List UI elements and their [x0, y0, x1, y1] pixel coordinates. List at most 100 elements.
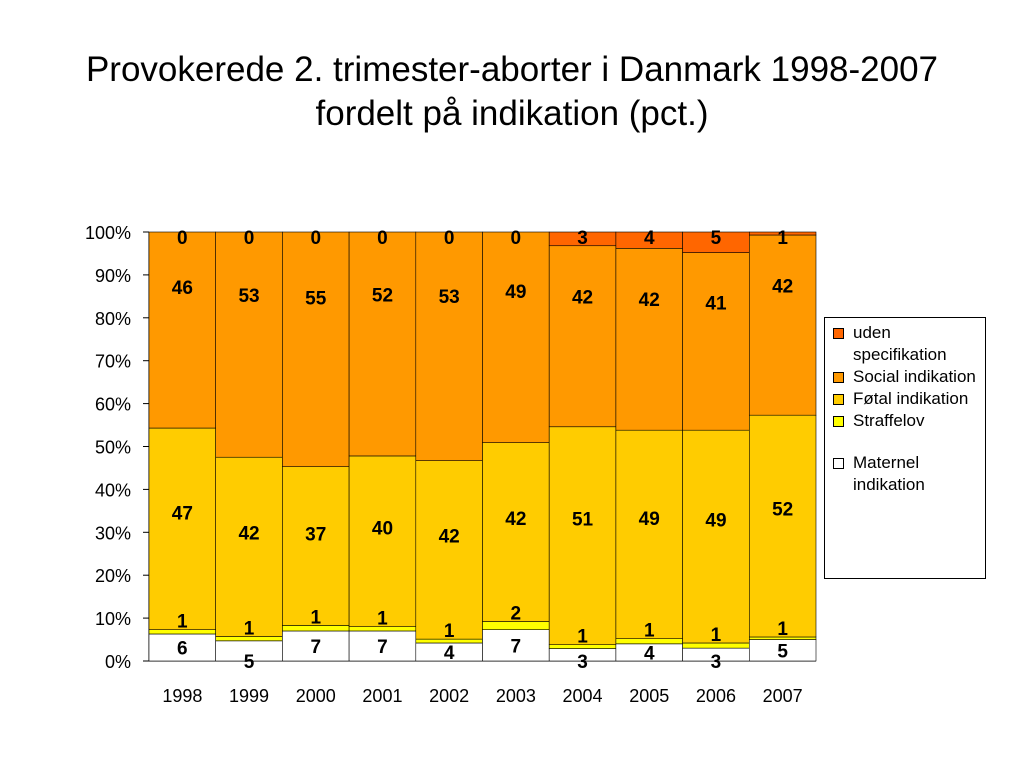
data-label-uden: 3: [577, 228, 588, 249]
data-label-fotal: 52: [772, 499, 793, 520]
legend-label: Maternel indikation: [853, 453, 925, 494]
chart-legend: uden specifikation Social indikation Føtal…: [824, 317, 986, 579]
legend-swatch: [833, 458, 844, 469]
y-tick-label: 40%: [95, 480, 131, 500]
data-label-straffelov: 2: [511, 604, 522, 625]
data-label-fotal: 49: [639, 509, 660, 530]
data-label-maternel: 7: [377, 637, 388, 658]
legend-label: Føtal indikation: [853, 389, 969, 408]
data-label-fotal: 51: [572, 509, 594, 530]
bar-segment-social: [615, 248, 683, 431]
data-label-maternel: 5: [244, 652, 255, 673]
data-label-straffelov: 1: [377, 609, 388, 630]
data-label-maternel: 7: [310, 637, 321, 658]
data-label-fotal: 49: [705, 511, 726, 532]
data-label-uden: 0: [444, 228, 455, 249]
bar-segment-fotal: [615, 429, 683, 639]
data-label-maternel: 3: [577, 652, 588, 673]
data-label-social: 42: [772, 276, 793, 297]
data-label-straffelov: 1: [177, 612, 188, 633]
data-label-fotal: 37: [305, 524, 326, 545]
legend-swatch: [833, 372, 844, 383]
y-tick-label: 60%: [95, 395, 131, 415]
legend-item-social: Social indikation: [833, 366, 981, 388]
y-tick-label: 90%: [95, 266, 131, 286]
data-label-social: 53: [238, 286, 259, 307]
y-tick-label: 80%: [95, 309, 131, 329]
data-label-straffelov: 1: [310, 607, 321, 628]
data-label-social: 42: [639, 290, 660, 311]
legend-swatch: [833, 328, 844, 339]
y-tick-label: 30%: [95, 523, 131, 543]
data-label-social: 52: [372, 286, 393, 307]
legend-item-maternel: Maternel indikation: [833, 452, 981, 496]
bar-segment-maternel: [282, 630, 350, 662]
data-label-maternel: 4: [444, 643, 455, 664]
data-label-social: 46: [172, 278, 193, 299]
data-label-straffelov: 1: [644, 621, 655, 642]
data-label-maternel: 3: [711, 652, 722, 673]
bar-segment-social: [215, 231, 283, 458]
bar-segment-fotal: [748, 414, 817, 638]
data-label-uden: 4: [644, 228, 655, 249]
data-label-straffelov: 1: [577, 627, 588, 648]
bar-segment-social: [282, 231, 350, 467]
bar-segment-maternel: [482, 629, 550, 662]
data-label-uden: 0: [244, 228, 255, 249]
bar-segment-social: [748, 234, 817, 416]
x-tick-label: 2005: [629, 686, 669, 706]
data-label-straffelov: 1: [244, 619, 255, 640]
bar-segment-fotal: [482, 442, 550, 622]
data-label-uden: 1: [777, 228, 788, 249]
x-tick-label: 2001: [362, 686, 402, 706]
bar-segment-fotal: [415, 460, 483, 640]
bar-segment-uden: [748, 231, 817, 236]
data-label-uden: 0: [177, 228, 188, 249]
bar-segment-fotal: [682, 429, 750, 644]
bar-segment-social: [548, 245, 617, 428]
legend-item-uden: uden specifikation: [833, 322, 981, 366]
x-tick-label: 1998: [162, 686, 202, 706]
data-label-uden: 0: [310, 228, 321, 249]
bar-segment-social: [682, 252, 750, 431]
data-label-social: 41: [705, 293, 727, 314]
x-tick-label: 2007: [763, 686, 803, 706]
data-label-maternel: 7: [511, 636, 522, 657]
data-label-social: 55: [305, 289, 327, 310]
y-tick-label: 50%: [95, 438, 131, 458]
x-tick-label: 2000: [296, 686, 336, 706]
bar-segment-fotal: [348, 455, 417, 627]
chart-title: Provokerede 2. trimester-aborter i Danma…: [85, 50, 939, 133]
data-label-maternel: 5: [777, 641, 788, 662]
data-label-uden: 5: [711, 228, 722, 249]
legend-label: Straffelov: [853, 411, 925, 430]
bar-segment-social: [348, 231, 417, 457]
bar-segment-social: [415, 231, 483, 461]
y-tick-label: 100%: [85, 223, 131, 243]
data-label-fotal: 42: [505, 509, 526, 530]
bar-segment-fotal: [215, 456, 283, 637]
data-label-fotal: 42: [238, 524, 259, 545]
legend-swatch: [833, 394, 844, 405]
legend-swatch: [833, 416, 844, 427]
x-tick-label: 2006: [696, 686, 736, 706]
data-label-fotal: 47: [172, 504, 193, 525]
data-label-straffelov: 1: [444, 621, 455, 642]
bar-segment-social: [482, 231, 550, 443]
bar-segment-fotal: [548, 426, 617, 645]
legend-label: Social indikation: [853, 367, 976, 386]
data-label-uden: 0: [377, 228, 388, 249]
legend-item-fotal: Føtal indikation: [833, 388, 981, 410]
x-tick-label: 1999: [229, 686, 269, 706]
y-tick-label: 0%: [105, 652, 131, 672]
x-tick-label: 2004: [563, 686, 603, 706]
data-label-fotal: 40: [372, 519, 393, 540]
bar-segment-maternel: [148, 633, 216, 662]
data-label-maternel: 4: [644, 643, 655, 664]
data-label-social: 49: [505, 282, 526, 303]
x-tick-label: 2003: [496, 686, 536, 706]
data-label-maternel: 6: [177, 638, 188, 659]
legend-label: uden specifikation: [853, 323, 947, 364]
data-label-social: 42: [572, 287, 593, 308]
